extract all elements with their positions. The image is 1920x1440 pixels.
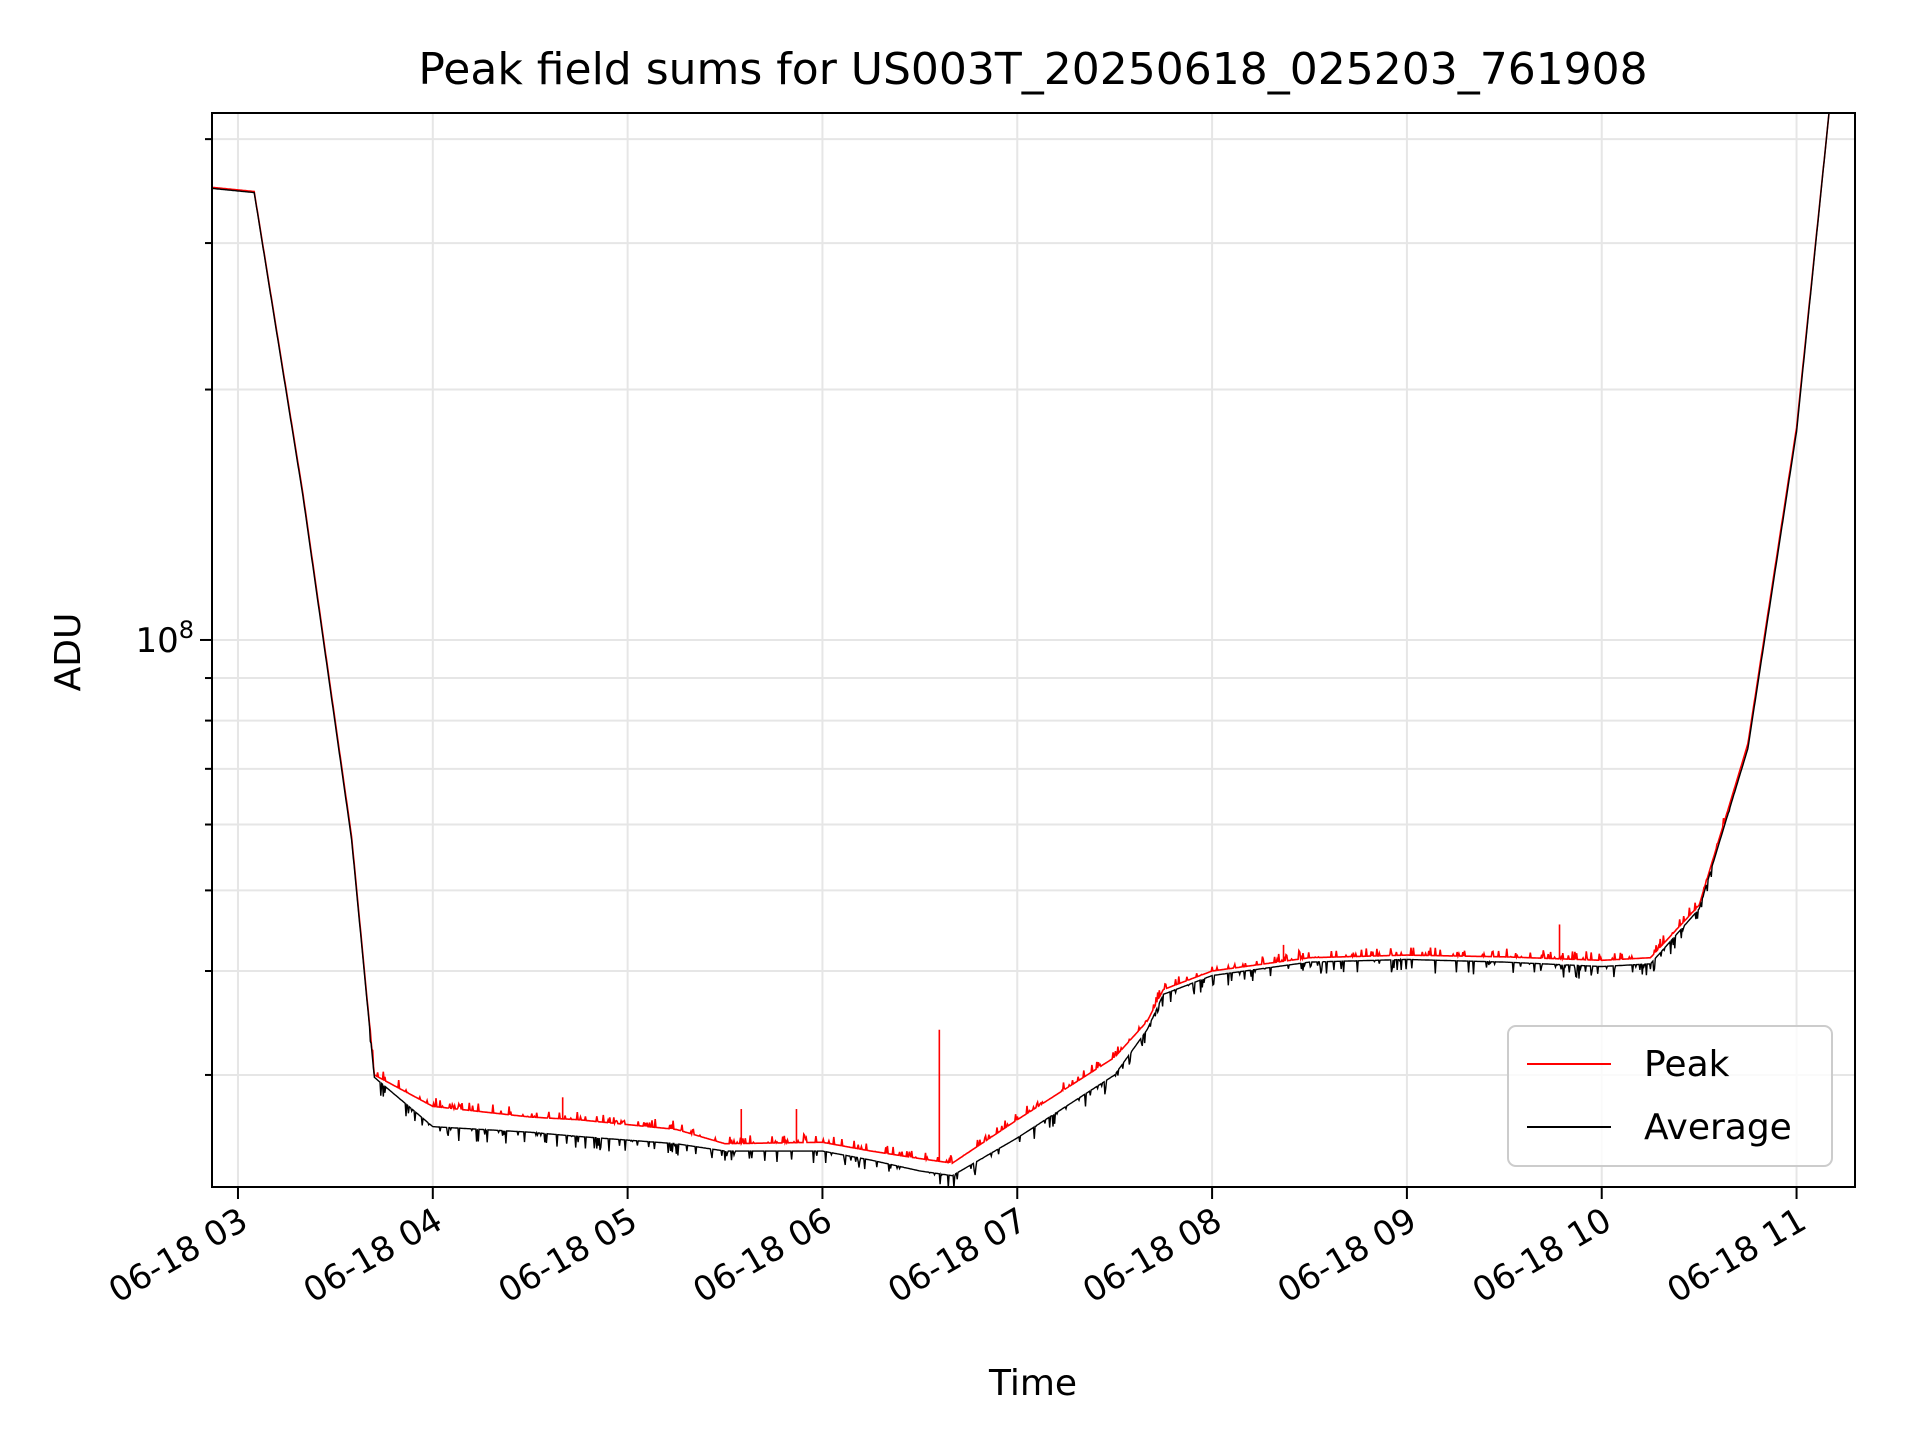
series-group xyxy=(212,113,1830,1187)
legend: Peak Average xyxy=(1507,1025,1833,1167)
chart-title: Peak field sums for US003T_20250618_0252… xyxy=(418,44,1647,95)
legend-average-label: Average xyxy=(1644,1107,1792,1148)
plot-area xyxy=(212,113,1830,1187)
x-axis-label: Time xyxy=(988,1363,1077,1404)
y-axis-label: ADU xyxy=(48,613,89,692)
y-axis: 108 xyxy=(135,138,212,1076)
y-tick-label: 108 xyxy=(135,616,194,661)
legend-peak-label: Peak xyxy=(1644,1044,1730,1085)
average-series-line xyxy=(212,113,1830,1187)
legend-box xyxy=(1507,1025,1833,1167)
plot-frame xyxy=(211,112,1856,1188)
gridlines xyxy=(212,113,1855,1187)
